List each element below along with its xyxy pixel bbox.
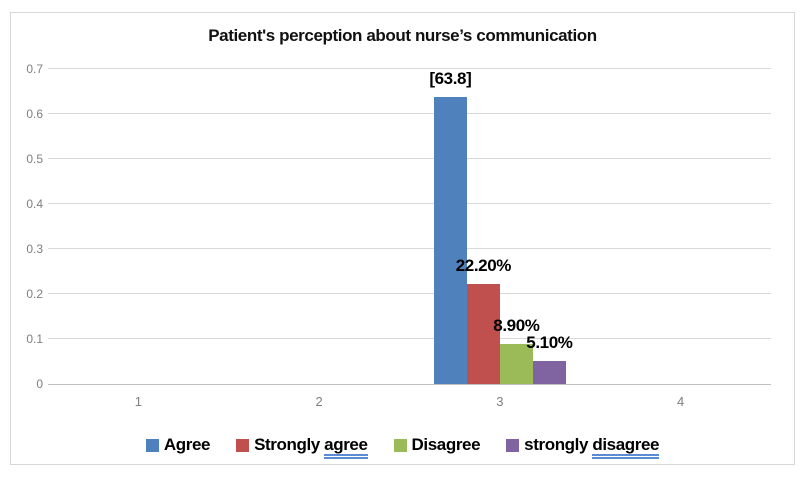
- y-tick-label: 0: [36, 377, 43, 391]
- legend-item-label: Strongly agree: [254, 435, 368, 459]
- x-tick-label: 3: [496, 394, 504, 409]
- bar-data-label: 8.90%: [493, 315, 540, 335]
- x-tick-label: 2: [315, 394, 323, 409]
- gridline: [48, 113, 771, 114]
- x-tick-label: 4: [677, 394, 685, 409]
- y-tick-label: 0.6: [26, 107, 43, 121]
- legend-swatch: [145, 438, 159, 452]
- x-tick-label: 1: [134, 394, 142, 409]
- gridline: [48, 338, 771, 339]
- legend-item-disagree: Disagree: [393, 435, 481, 455]
- bar-data-label: 5.10%: [526, 333, 573, 353]
- bar-strongly-disagree: [532, 361, 566, 384]
- gridline: [48, 68, 771, 69]
- x-axis-line: [48, 384, 771, 385]
- bar-agree: [433, 96, 467, 384]
- bar-disagree: [499, 343, 533, 384]
- gridline: [48, 293, 771, 294]
- bar-data-label: [63.8]: [429, 68, 472, 88]
- gridline: [48, 158, 771, 159]
- legend-swatch: [393, 438, 407, 452]
- y-tick-label: 0.7: [26, 62, 43, 76]
- legend-item-agree: Agree: [145, 435, 211, 455]
- legend-item-strongly-disagree: strongly disagree: [506, 435, 659, 459]
- legend-item-label: strongly disagree: [524, 435, 659, 459]
- y-tick-label: 0.4: [26, 197, 43, 211]
- chart-legend: Agree Strongly agree Disagree strongly disa…: [11, 435, 794, 459]
- y-tick-label: 0.2: [26, 287, 43, 301]
- legend-item-label: Agree: [163, 435, 211, 454]
- y-tick-label: 0.5: [26, 152, 43, 166]
- legend-underlined-word: disagree: [592, 435, 659, 459]
- legend-underlined-word: agree: [324, 435, 368, 459]
- gridline: [48, 248, 771, 249]
- legend-item-strongly-agree: Strongly agree: [236, 435, 368, 459]
- gridline: [48, 203, 771, 204]
- bar-data-label: 22.20%: [455, 256, 512, 276]
- y-tick-label: 0.3: [26, 242, 43, 256]
- legend-item-label: Disagree: [411, 435, 481, 454]
- y-tick-label: 0.1: [26, 332, 43, 346]
- legend-swatch: [506, 438, 520, 452]
- chart-frame: Patient's perception about nurse’s commu…: [10, 12, 795, 465]
- bar-strongly-agree: [466, 284, 500, 384]
- legend-swatch: [236, 438, 250, 452]
- plot-area: [63.8] 22.20% 8.90% 5.10%: [48, 68, 771, 385]
- chart-title: Patient's perception about nurse’s commu…: [208, 26, 597, 45]
